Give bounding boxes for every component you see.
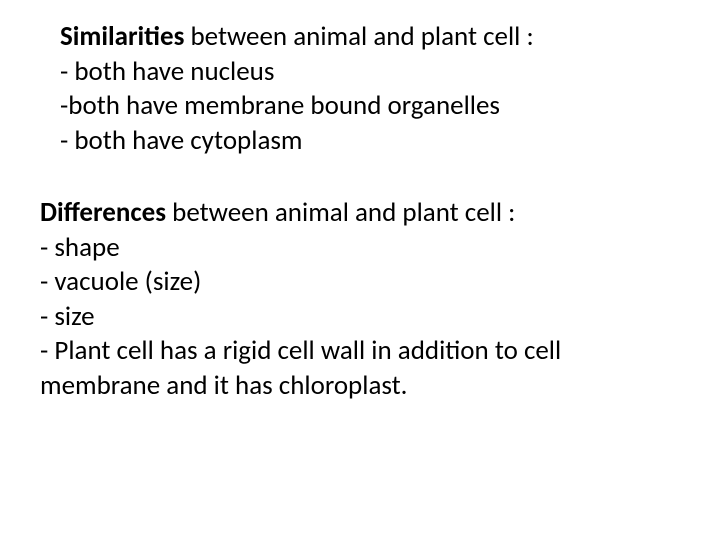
differences-line: - Plant cell has a rigid cell wall in ad… bbox=[40, 334, 680, 403]
similarities-heading: Similarities between animal and plant ce… bbox=[60, 20, 680, 55]
similarities-line: - both have nucleus bbox=[60, 55, 680, 90]
similarities-heading-bold: Similarities bbox=[60, 20, 184, 53]
slide: Similarities between animal and plant ce… bbox=[0, 0, 720, 540]
differences-heading: Differences between animal and plant cel… bbox=[40, 196, 680, 231]
similarities-line: -both have membrane bound organelles bbox=[60, 89, 680, 124]
similarities-section: Similarities between animal and plant ce… bbox=[40, 20, 680, 158]
differences-section: Differences between animal and plant cel… bbox=[40, 196, 680, 403]
similarities-line: - both have cytoplasm bbox=[60, 124, 680, 159]
differences-line: - vacuole (size) bbox=[40, 265, 680, 300]
differences-heading-bold: Differences bbox=[40, 196, 166, 229]
differences-heading-rest: between animal and plant cell : bbox=[166, 196, 515, 229]
differences-line: - size bbox=[40, 300, 680, 335]
differences-line: - shape bbox=[40, 231, 680, 266]
similarities-heading-rest: between animal and plant cell : bbox=[184, 20, 533, 53]
